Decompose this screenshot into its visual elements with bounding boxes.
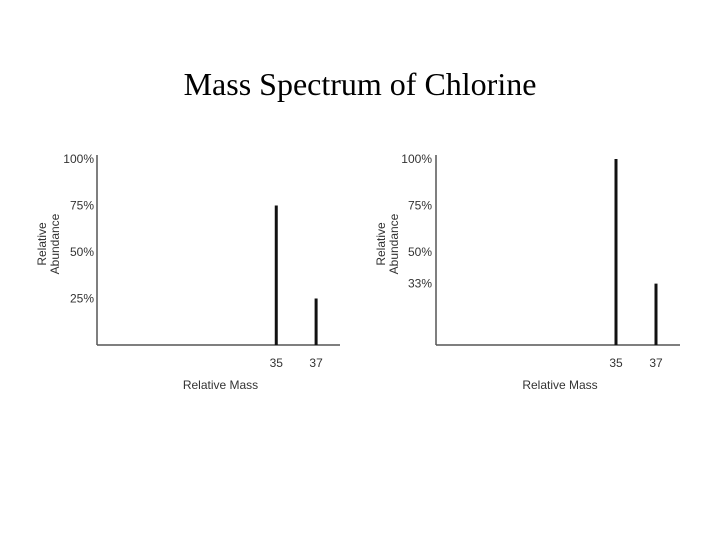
chart1-ytick-label: 75% bbox=[70, 199, 94, 213]
chart2-x-axis-label: Relative Mass bbox=[522, 378, 597, 392]
chart1-xtick-label: 37 bbox=[309, 356, 323, 370]
chart2-ytick-label: 100% bbox=[401, 152, 432, 166]
chart1-y-axis-label-line: Relative bbox=[35, 222, 49, 266]
chart2-y-axis-label-line: Relative bbox=[374, 222, 388, 266]
chart2-ytick-label: 33% bbox=[408, 277, 432, 291]
chart2-y-axis-label: RelativeAbundance bbox=[374, 213, 401, 274]
chart1-x-axis-label: Relative Mass bbox=[183, 378, 258, 392]
chart2-xtick-label: 35 bbox=[609, 356, 623, 370]
chart2-xtick-label: 37 bbox=[649, 356, 663, 370]
chart1-y-axis-label-line: Abundance bbox=[48, 213, 62, 274]
chart2-ytick-label: 50% bbox=[408, 245, 432, 259]
slide-title: Mass Spectrum of Chlorine bbox=[183, 66, 537, 102]
chart1-ytick-label: 50% bbox=[70, 245, 94, 259]
chart2-y-axis-label-line: Abundance bbox=[387, 213, 401, 274]
chart1-ytick-label: 25% bbox=[70, 292, 94, 306]
chart1-xtick-label: 35 bbox=[270, 356, 284, 370]
chart1-y-axis-label: RelativeAbundance bbox=[35, 213, 62, 274]
chart1-ytick-label: 100% bbox=[63, 152, 94, 166]
chart2-ytick-label: 75% bbox=[408, 199, 432, 213]
